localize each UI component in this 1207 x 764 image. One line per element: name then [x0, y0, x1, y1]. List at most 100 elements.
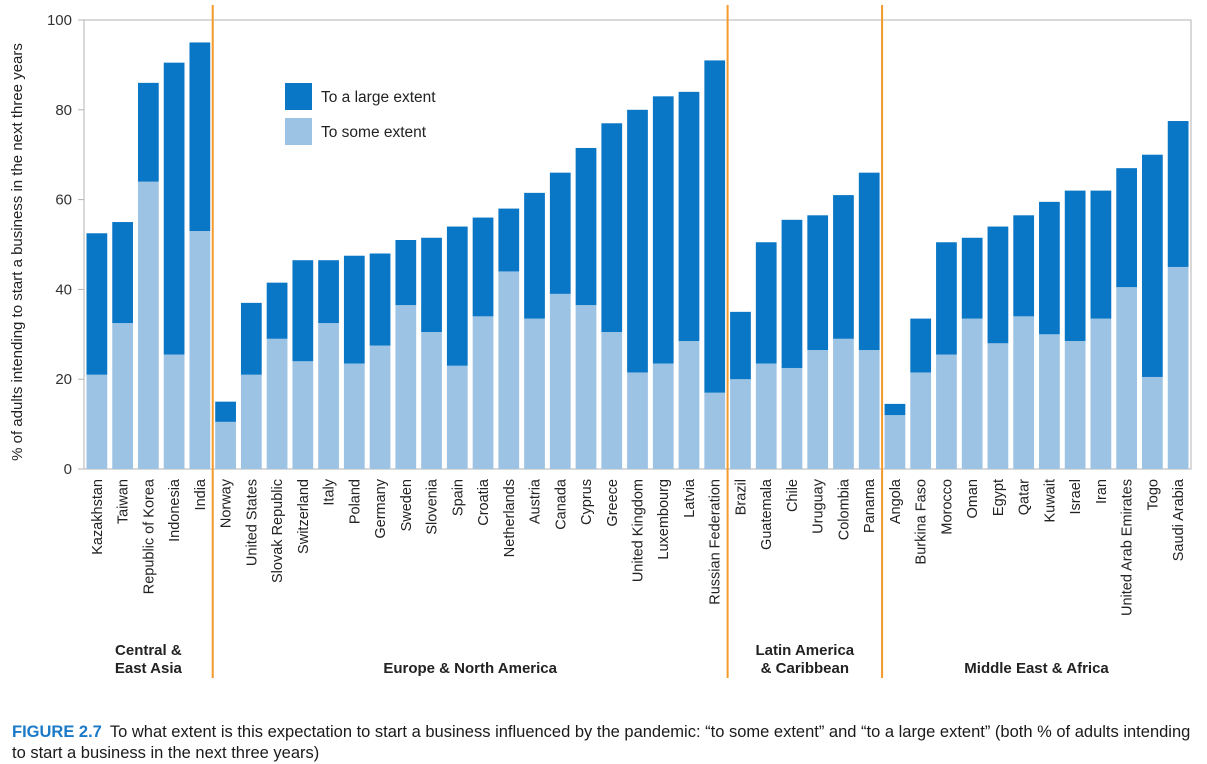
x-tick-label-republic-of-korea: Republic of Korea	[141, 478, 157, 594]
group-labels: Central &East Asia Europe & North America…	[115, 642, 1110, 677]
bar-to-a-large-extent-togo	[1142, 154, 1163, 377]
bar-to-a-large-extent-switzerland	[292, 260, 314, 362]
bar-to-a-large-extent-kuwait	[1039, 201, 1060, 335]
legend-swatch-to-a-large-extent	[285, 83, 312, 110]
y-tick-label: 20	[55, 371, 72, 388]
legend-swatch-to-some-extent	[285, 118, 312, 145]
bar-to-a-large-extent-norway	[215, 401, 236, 422]
bar-to-a-large-extent-guatemala	[755, 242, 777, 364]
bar-to-some-extent-angola	[884, 415, 906, 469]
x-tick-label-luxembourg: Luxembourg	[656, 479, 672, 560]
bar-to-some-extent-morocco	[936, 354, 957, 469]
bar-to-some-extent-kazakhstan	[86, 374, 108, 469]
x-tick-label-togo: Togo	[1145, 479, 1161, 510]
bar-to-a-large-extent-slovak-republic	[266, 282, 288, 339]
x-tick-label-norway: Norway	[219, 478, 235, 528]
bar-to-some-extent-panama	[858, 350, 880, 469]
group-separators	[211, 5, 884, 678]
bar-to-a-large-extent-greece	[601, 123, 623, 333]
x-tick-label-croatia: Croatia	[476, 478, 492, 526]
bar-to-a-large-extent-oman	[961, 237, 983, 319]
bar-to-a-large-extent-panama	[858, 172, 880, 351]
x-tick-label-united-states: United States	[244, 479, 260, 566]
x-tick-label-egypt: Egypt	[991, 479, 1007, 516]
x-tick-label-slovak-republic: Slovak Republic	[270, 479, 286, 583]
bar-to-some-extent-taiwan	[112, 323, 133, 469]
figure-label: FIGURE 2.7	[12, 723, 102, 741]
x-tick-label-morocco: Morocco	[939, 479, 955, 535]
x-tick-label-israel: Israel	[1068, 479, 1084, 514]
x-tick-label-russian-federation: Russian Federation	[708, 479, 724, 605]
bar-to-some-extent-luxembourg	[652, 363, 674, 469]
bar-to-some-extent-kuwait	[1039, 334, 1060, 469]
bar-to-some-extent-slovenia	[421, 332, 442, 469]
x-tick-label-italy: Italy	[322, 478, 338, 505]
x-tick-label-qatar: Qatar	[1017, 479, 1033, 515]
bar-to-some-extent-togo	[1142, 376, 1163, 469]
bar-to-some-extent-iran	[1090, 318, 1112, 469]
stacked-bar-chart: 0 20 40 60 80 100 Kazakhstan Taiwan Republic of…	[9, 5, 1192, 678]
bar-to-a-large-extent-egypt	[987, 226, 1009, 344]
bar-to-a-large-extent-germany	[369, 253, 391, 346]
bar-to-some-extent-norway	[215, 421, 236, 469]
bar-to-a-large-extent-sweden	[395, 240, 417, 306]
bar-to-some-extent-united-states	[240, 374, 262, 469]
group-label: & Caribbean	[761, 660, 849, 677]
caption-text: To what extent is this expectation to st…	[12, 723, 1191, 762]
x-tick-label-united-kingdom: United Kingdom	[631, 479, 647, 582]
x-tick-label-brazil: Brazil	[733, 479, 749, 515]
y-tick-label: 40	[55, 281, 72, 298]
x-tick-label-sweden: Sweden	[399, 479, 415, 531]
bar-to-some-extent-burkina-faso	[910, 372, 932, 469]
x-tick-label-oman: Oman	[965, 479, 981, 519]
bar-to-a-large-extent-italy	[318, 260, 339, 324]
x-tick-label-austria: Austria	[528, 478, 544, 524]
bar-to-a-large-extent-united-states	[240, 302, 262, 375]
figure-caption: FIGURE 2.7 To what extent is this expecta…	[12, 722, 1192, 764]
x-tick-label-canada: Canada	[553, 478, 569, 530]
x-tick-label-cyprus: Cyprus	[579, 479, 595, 525]
bar-to-a-large-extent-kazakhstan	[86, 233, 108, 375]
bar-to-some-extent-cyprus	[575, 305, 597, 469]
bar-to-a-large-extent-qatar	[1013, 215, 1035, 317]
x-tick-label-uruguay: Uruguay	[811, 478, 827, 534]
bar-to-a-large-extent-canada	[549, 172, 571, 294]
x-tick-label-kuwait: Kuwait	[1042, 479, 1058, 523]
bar-to-some-extent-italy	[318, 323, 339, 469]
bar-to-some-extent-spain	[446, 365, 468, 469]
x-tick-label-burkina-faso: Burkina Faso	[914, 479, 930, 564]
bar-to-a-large-extent-saudi-arabia	[1167, 121, 1189, 267]
group-label: East Asia	[115, 660, 183, 677]
x-tick-label-germany: Germany	[373, 478, 389, 538]
group-label: Central &	[115, 642, 182, 659]
bars	[86, 42, 1189, 469]
x-tick-label-chile: Chile	[785, 479, 801, 512]
bar-to-a-large-extent-burkina-faso	[910, 318, 932, 373]
bar-to-some-extent-egypt	[987, 343, 1009, 469]
bar-to-a-large-extent-luxembourg	[652, 96, 674, 364]
x-tick-label-netherlands: Netherlands	[502, 479, 518, 557]
x-tick-label-poland: Poland	[347, 479, 363, 524]
x-tick-labels: Kazakhstan Taiwan Republic of Korea Indones…	[90, 478, 1187, 616]
bar-to-a-large-extent-india	[189, 42, 211, 232]
x-tick-label-colombia: Colombia	[836, 478, 852, 540]
bar-to-a-large-extent-poland	[343, 255, 365, 364]
bar-to-a-large-extent-croatia	[472, 217, 494, 317]
bar-to-some-extent-uruguay	[807, 350, 829, 469]
x-tick-label-angola: Angola	[888, 478, 904, 524]
bar-to-a-large-extent-taiwan	[112, 222, 133, 324]
bar-to-some-extent-sweden	[395, 305, 417, 469]
bar-to-some-extent-chile	[781, 367, 803, 469]
x-tick-label-indonesia: Indonesia	[167, 478, 183, 542]
y-tick-label: 80	[55, 102, 72, 119]
bar-to-a-large-extent-indonesia	[163, 62, 185, 355]
bar-to-a-large-extent-chile	[781, 219, 803, 368]
bar-to-a-large-extent-austria	[524, 192, 545, 319]
bar-to-some-extent-guatemala	[755, 363, 777, 469]
x-tick-label-india: India	[193, 478, 209, 510]
x-tick-label-latvia: Latvia	[682, 478, 698, 518]
legend: To a large extent To some extent	[285, 83, 436, 145]
x-tick-label-kazakhstan: Kazakhstan	[90, 479, 106, 555]
bar-to-a-large-extent-united-arab-emirates	[1116, 168, 1138, 288]
bar-to-some-extent-poland	[343, 363, 365, 469]
